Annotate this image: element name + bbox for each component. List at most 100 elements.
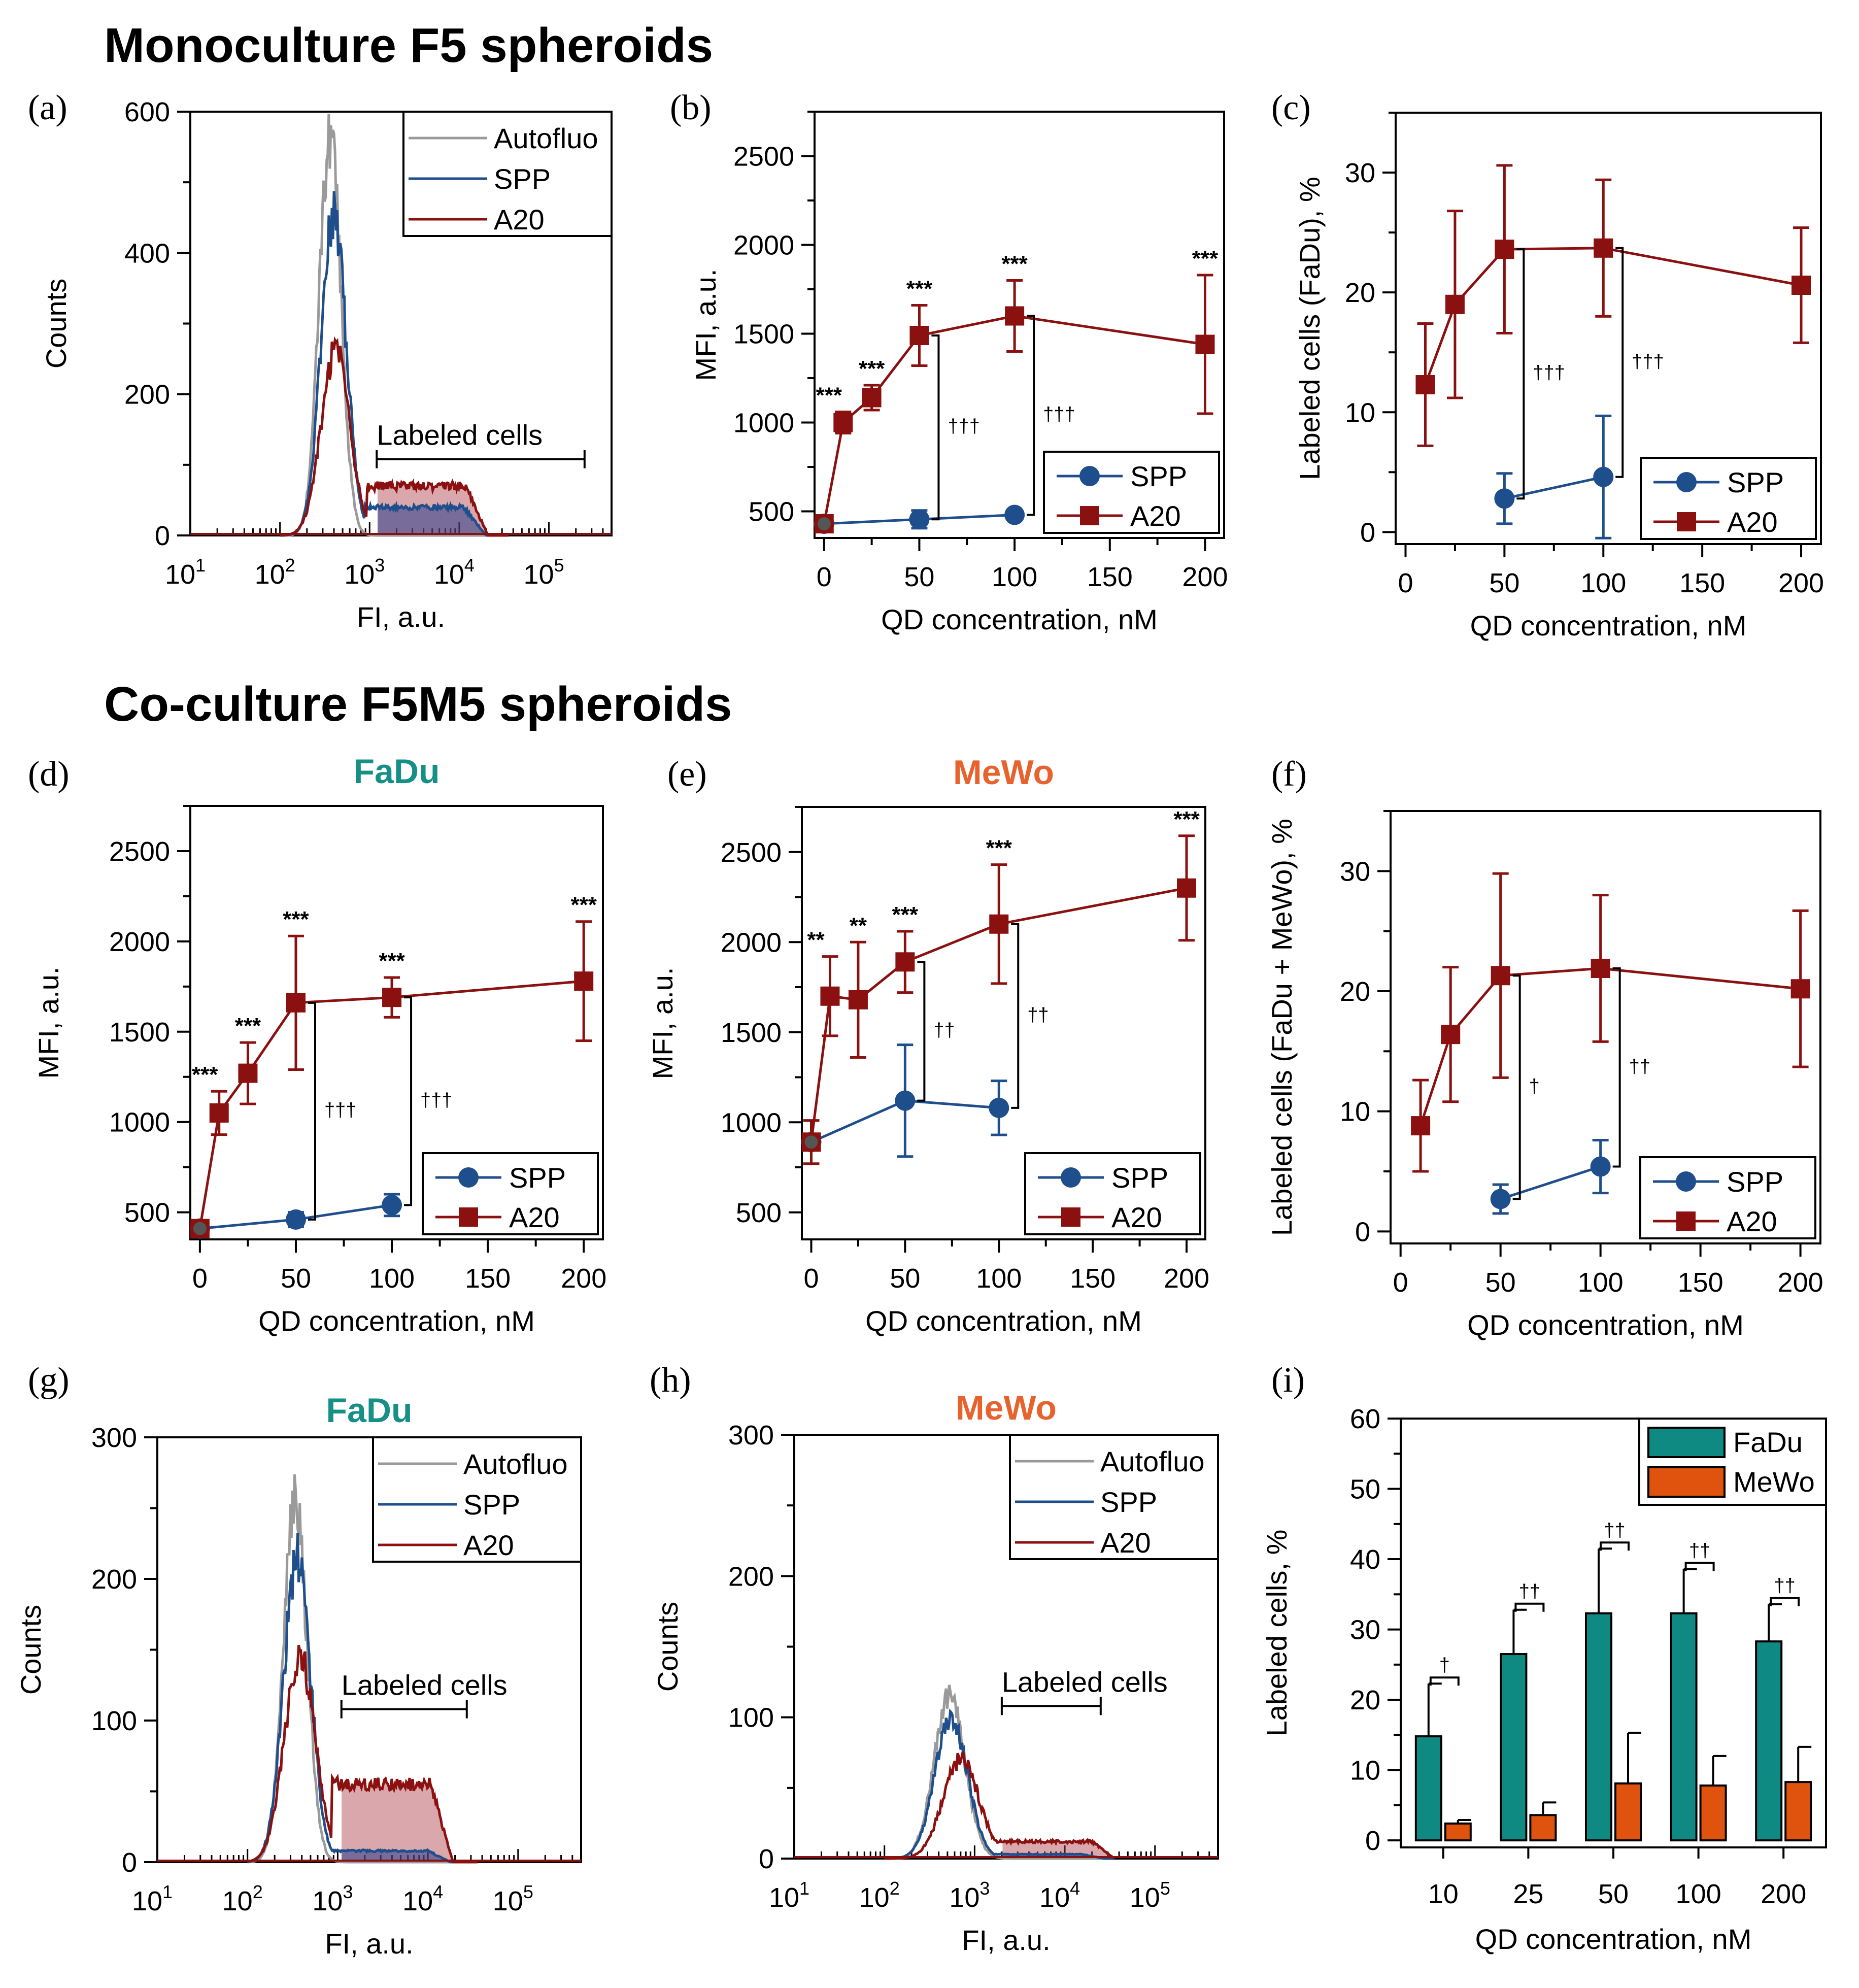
bar-FaDu: [1585, 1612, 1612, 1842]
legend-label: SPP: [1727, 1166, 1783, 1198]
chart-0: (a) 0 200 400 600 101 102 103 104 105 FI, a.u. Coun…: [28, 88, 613, 633]
x-tick-label: 100: [1580, 568, 1626, 598]
x-axis-label: FI, a.u.: [357, 601, 445, 633]
gate-annotation: Labeled cells: [342, 1669, 508, 1701]
labeled-region-fill: [342, 1777, 478, 1862]
x-tick-label: 150: [1679, 568, 1725, 598]
significance-stars: ***: [283, 907, 309, 932]
significance-stars: ***: [1173, 807, 1200, 832]
y-axis-label: Counts: [40, 279, 72, 368]
legend-label: MeWo: [1733, 1466, 1815, 1498]
bar-MeWo: [1699, 1784, 1727, 1842]
chart-plot-frame: [814, 111, 1225, 539]
baseline-point: [193, 1222, 207, 1235]
x-tick-label: 103: [312, 1881, 353, 1916]
comparison-bracket: [917, 961, 926, 1102]
x-axis-label: QD concentration, nM: [881, 603, 1158, 635]
chart-subtitle: MeWo: [956, 1389, 1057, 1427]
legend-marker: [1061, 1167, 1081, 1188]
data-point: [820, 986, 840, 1006]
histogram-curve-Autofluo: [884, 1684, 1114, 1860]
legend-label: A20: [463, 1529, 514, 1561]
y-tick-label: 2000: [721, 927, 782, 958]
significance-stars: ***: [192, 1062, 218, 1087]
series-line-A20: [1424, 247, 1802, 385]
data-point: [1441, 1025, 1461, 1044]
series-line-A20: [198, 980, 584, 1229]
y-tick-label: 60: [1350, 1404, 1380, 1434]
comparison-bracket: [1011, 923, 1020, 1109]
comparison-bracket: [1429, 1676, 1460, 1686]
y-tick-label: 500: [124, 1198, 170, 1228]
y-tick-label: 0: [155, 521, 170, 551]
bar-FaDu: [1755, 1640, 1783, 1842]
y-axis-label: MFI, a.u.: [32, 967, 64, 1079]
x-tick-label: 25: [1513, 1879, 1543, 1909]
legend-label: SPP: [494, 163, 551, 195]
legend-label: SPP: [1130, 460, 1187, 492]
y-axis-label: Labeled cells (FaDu + MeWo), %: [1266, 819, 1298, 1236]
data-point: [382, 1195, 402, 1216]
x-tick-label: 101: [769, 1878, 809, 1913]
significance-stars: ***: [1001, 252, 1028, 277]
data-point: [848, 990, 868, 1009]
data-point: [989, 1097, 1009, 1118]
y-axis-label: Counts: [15, 1605, 47, 1695]
significance-stars: ***: [1192, 246, 1219, 271]
dagger-label: ††: [1604, 1520, 1625, 1541]
y-tick-label: 2500: [109, 836, 170, 867]
chart-plot-frame: [189, 805, 604, 1240]
y-tick-label: 2000: [733, 230, 794, 261]
x-axis-label: FI, a.u.: [325, 1928, 413, 1960]
legend-marker: [1061, 1207, 1080, 1227]
y-tick-label: 600: [124, 97, 170, 127]
y-tick-label: 30: [1340, 856, 1370, 887]
histogram-curve-A20: [884, 1751, 1116, 1860]
panel-label: (h): [650, 1361, 691, 1400]
comparison-bracket: [1770, 1597, 1800, 1606]
legend-label: A20: [1111, 1201, 1162, 1233]
comparison-bracket: [1516, 248, 1525, 500]
legend-label: Autofluo: [1100, 1445, 1205, 1477]
x-tick-label: 150: [1678, 1267, 1723, 1298]
x-tick-label: 102: [222, 1881, 263, 1916]
y-tick-label: 2000: [109, 927, 170, 957]
chart-subtitle: FaDu: [326, 1391, 413, 1430]
x-tick-label: 50: [890, 1263, 920, 1294]
significance-stars: ***: [570, 893, 597, 918]
legend-marker: [1676, 1171, 1696, 1192]
data-point: [895, 1090, 916, 1111]
y-tick-label: 0: [1355, 1217, 1370, 1247]
legend-label: SPP: [509, 1162, 566, 1194]
legend-label: A20: [1130, 500, 1181, 532]
y-tick-label: 200: [91, 1564, 137, 1595]
panel-label: (a): [28, 88, 67, 127]
y-tick-label: 400: [124, 238, 170, 268]
heading-coculture: Co-culture F5M5 spheroids: [104, 677, 732, 731]
dagger-label: †††: [948, 416, 979, 437]
x-tick-label: 101: [132, 1881, 173, 1916]
x-tick-label: 0: [192, 1263, 208, 1294]
x-axis-label: QD concentration, nM: [1470, 610, 1747, 642]
y-tick-label: 100: [91, 1706, 137, 1736]
x-tick-label: 105: [523, 555, 564, 590]
legend-label: A20: [1100, 1527, 1151, 1559]
histogram-curve-Autofluo: [247, 1474, 478, 1864]
series-line-A20: [823, 314, 1205, 524]
data-point: [1591, 959, 1610, 979]
x-tick-label: 103: [344, 555, 385, 590]
data-point: [1177, 878, 1197, 898]
y-axis-label: MFI, a.u.: [647, 967, 679, 1080]
y-tick-label: 100: [728, 1703, 774, 1733]
chart-3: (d) FaDu 500 1000 1500 2000 2500 0 50 100 150 200 QD…: [28, 752, 606, 1337]
x-tick-label: 102: [859, 1878, 900, 1913]
x-tick-label: 104: [434, 555, 475, 590]
legend-label: SPP: [1727, 466, 1784, 498]
data-point: [909, 509, 930, 530]
x-tick-label: 0: [1393, 1267, 1408, 1298]
y-tick-label: 300: [728, 1420, 774, 1451]
x-axis-label: QD concentration, nM: [258, 1305, 535, 1337]
data-point: [1792, 276, 1811, 295]
x-tick-label: 200: [1761, 1879, 1806, 1909]
legend-label: A20: [1727, 506, 1778, 538]
